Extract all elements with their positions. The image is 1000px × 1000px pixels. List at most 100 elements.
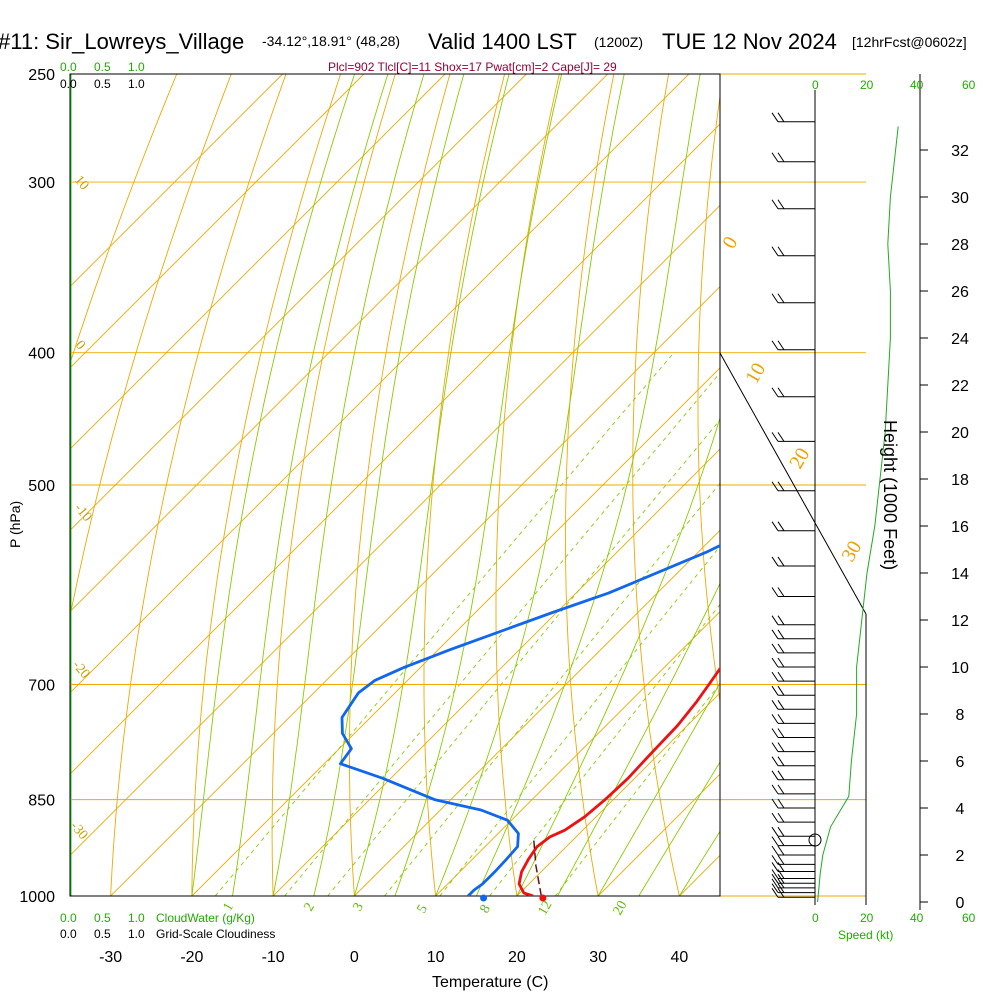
height-tick-label: 28 (951, 237, 969, 254)
wind-barb-flag (771, 199, 779, 210)
wind-barb-flag (771, 883, 779, 893)
bottom-cloudwater-tick: 1.0 (128, 911, 145, 925)
pressure-tick-label: 300 (28, 175, 55, 192)
wind-barb-flag (771, 862, 779, 872)
plot-frame (69, 73, 721, 897)
height-tick-label: 4 (956, 801, 965, 818)
x-axis-title: Temperature (C) (432, 974, 548, 991)
wind-barb-flag (777, 481, 785, 492)
mixing-ratio-label: 20 (610, 898, 630, 918)
temperature-tick-label: -10 (262, 949, 285, 966)
moist-adiabat-line (435, 74, 625, 896)
dry-adiabat-line (423, 74, 506, 896)
profile-lines (339, 543, 720, 896)
temperature-tick-label: 30 (589, 949, 607, 966)
mixing-ratio-label: 8 (477, 902, 493, 916)
moist-adiabat-line (353, 74, 510, 896)
height-tick-label: 0 (956, 895, 965, 912)
wind-barb-flag (771, 293, 779, 304)
pressure-tick-label: 250 (28, 67, 55, 84)
wind-barb-flag (771, 826, 779, 837)
wind-speed-line (817, 126, 899, 903)
profile-line (517, 666, 720, 896)
bottom-cloudiness-tick: 0.5 (94, 927, 111, 941)
dry-adiabat-line (70, 74, 232, 619)
wind-barb-flag (777, 728, 785, 738)
wind-barb-flag (771, 845, 779, 856)
wind-barb-flag (777, 152, 785, 163)
wind-barb-flag (771, 629, 779, 640)
wind-barb-flag (777, 700, 785, 710)
temperature-tick-label: 10 (427, 949, 445, 966)
wind-barb-flag (771, 878, 779, 889)
wind-barb-flag (777, 742, 785, 752)
wind-barb-flag (777, 629, 785, 640)
parcel-path-line (533, 840, 543, 896)
wind-barb-flag (771, 671, 779, 682)
y-axis-title: P (hPa) (7, 501, 23, 548)
station-coords: -34.12°,18.91° (48,28) (262, 33, 400, 49)
temperature-tick-label: -30 (99, 949, 122, 966)
pressure-tick-label: 500 (28, 478, 55, 495)
moist-adiabat-line (597, 682, 720, 896)
mixing-ratio-line (489, 603, 720, 896)
wind-barb-flag (771, 756, 779, 766)
profile-line (339, 543, 720, 896)
dry-adiabat-line (70, 74, 178, 365)
wind-barb-flag (771, 714, 779, 724)
wind-barb-flag (777, 812, 785, 823)
wind-barb-flag (777, 643, 785, 654)
height-axis-title: Height (1000 Feet) (880, 420, 900, 570)
theta-label: 10 (71, 173, 91, 193)
wind-barb-flag (771, 770, 779, 781)
surface-dewpoint-dot (480, 894, 488, 902)
dry-adiabat-line (996, 74, 1000, 896)
wind-barb-flag (771, 855, 779, 865)
cloudiness-label: Grid-Scale Cloudiness (156, 927, 275, 941)
wind-barb-flag (777, 855, 785, 865)
moist-adiabat-line (232, 74, 389, 896)
wind-barb-flag (771, 784, 779, 795)
moist-adiabat-line (557, 582, 720, 896)
surface-temperature-dot (539, 894, 547, 902)
wind-barb-flag (777, 671, 785, 682)
moist-adiabat-line (516, 416, 720, 896)
isotherm-label: 30 (837, 537, 866, 565)
top-speed-tick: 40 (910, 78, 924, 92)
pressure-tick-label: 700 (28, 678, 55, 695)
dry-adiabat-line (495, 74, 560, 896)
temperature-tick-labels: -30 -20 -10 0 10 20 30 40 (99, 949, 688, 966)
isotherm-line (70, 74, 283, 288)
wind-barb-flag (771, 432, 779, 442)
wind-barb-flag (771, 152, 779, 163)
bottom-cloudwater-tick: 0.5 (94, 911, 111, 925)
wind-barb-flag (771, 700, 779, 710)
wind-barb-flag (771, 798, 779, 809)
wind-barb-flag (777, 556, 785, 567)
wind-barb-flag (777, 784, 785, 795)
valid-date: TUE 12 Nov 2024 (662, 29, 837, 54)
wind-barb-flag (771, 728, 779, 738)
background-isolines (70, 74, 1000, 896)
pressure-tick-label: 400 (28, 346, 55, 363)
wind-barb-flag (777, 657, 785, 668)
height-tick-label: 16 (951, 519, 969, 536)
wind-barb-flag (777, 714, 785, 724)
moist-adiabat-line (191, 74, 356, 896)
dry-adiabat-line (271, 74, 396, 896)
height-tick-label: 18 (951, 472, 969, 489)
wind-barb-flag (771, 615, 779, 625)
wind-barb-flag (777, 432, 785, 442)
wind-barb-flag (777, 293, 785, 304)
theta-label: -20 (69, 658, 92, 682)
wind-barb-flag (777, 387, 785, 398)
height-tick-label: 24 (951, 331, 969, 348)
moist-adiabat-line (394, 74, 563, 896)
wind-barb-flag (777, 521, 785, 531)
mixing-ratio-label: 12 (535, 898, 555, 918)
valid-time: Valid 1400 LST (428, 29, 577, 54)
wind-barb-flag (777, 112, 785, 123)
mixing-ratio-label: 3 (350, 900, 366, 914)
